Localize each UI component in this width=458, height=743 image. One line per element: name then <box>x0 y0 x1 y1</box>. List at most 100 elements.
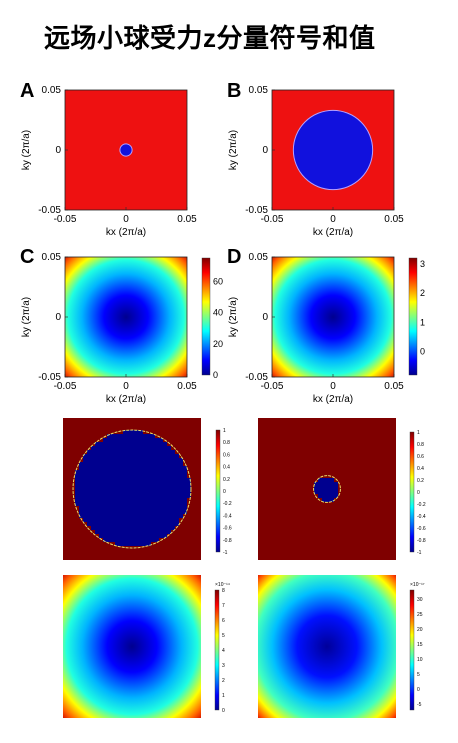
heatmap-cell <box>103 478 107 482</box>
heatmap-cell <box>135 474 139 478</box>
heatmap-cell <box>155 450 159 454</box>
heatmap-cell <box>107 498 111 502</box>
heatmap-cell <box>183 482 187 486</box>
heatmap-cell <box>131 518 135 522</box>
heatmap-cell <box>159 506 163 510</box>
heatmap-cell <box>99 474 103 478</box>
heatmap-cell <box>107 462 111 466</box>
heatmap-cell <box>179 502 183 506</box>
heatmap-cell <box>183 478 187 482</box>
heatmap-cell <box>171 514 175 518</box>
heatmap-cell <box>135 470 139 474</box>
heatmap-cell <box>151 490 155 494</box>
heatmap-cell <box>155 446 159 450</box>
heatmap-cell <box>155 454 159 458</box>
heatmap-cell <box>123 438 127 442</box>
heatmap-cell <box>171 482 175 486</box>
heatmap-cell <box>119 442 123 446</box>
heatmap-cell <box>123 526 127 530</box>
heatmap-cell <box>111 514 115 518</box>
heatmap-cell <box>322 478 326 482</box>
heatmap-cell <box>159 502 163 506</box>
heatmap-cell <box>95 522 99 526</box>
heatmap-cell <box>111 466 115 470</box>
x-tick-label: 0 <box>330 214 336 225</box>
heatmap-cell <box>183 498 187 502</box>
heatmap-cell <box>95 506 99 510</box>
heatmap-cell <box>107 506 111 510</box>
heatmap-cell <box>163 490 167 494</box>
heatmap-cell <box>322 482 326 486</box>
heatmap-cell <box>91 450 95 454</box>
heatmap-cell <box>95 470 99 474</box>
heatmap-cell <box>183 474 187 478</box>
heatmap-cell <box>119 446 123 450</box>
heatmap-cell <box>143 482 147 486</box>
heatmap-cell <box>115 490 119 494</box>
heatmap-cell <box>99 510 103 514</box>
heatmap-cell <box>183 486 187 490</box>
y-tick-label: 0.05 <box>42 252 62 263</box>
colorbar-tick-label: 10 <box>417 657 423 663</box>
heatmap-cell <box>119 526 123 530</box>
heatmap-cell <box>159 530 163 534</box>
heatmap-cell <box>330 482 334 486</box>
heatmap-cell <box>139 430 143 434</box>
heatmap-cell <box>155 438 159 442</box>
heatmap-cell <box>83 482 87 486</box>
heatmap-cell <box>171 462 175 466</box>
heatmap-cell <box>103 534 107 538</box>
heatmap-cell <box>159 446 163 450</box>
heatmap-cell <box>127 474 131 478</box>
heatmap-cell <box>83 458 87 462</box>
heatmap-cell <box>91 486 95 490</box>
heatmap-cell <box>111 478 115 482</box>
heatmap-cell <box>171 470 175 474</box>
heatmap-cell <box>131 470 135 474</box>
heatmap-cell <box>123 446 127 450</box>
heatmap-cell <box>107 526 111 530</box>
heatmap-cell <box>175 482 179 486</box>
heatmap-cell <box>123 502 127 506</box>
heatmap-cell <box>159 438 163 442</box>
colorbar-tick-label: 0.4 <box>223 465 230 471</box>
heatmap-cell <box>314 482 318 486</box>
heatmap-cell <box>334 486 338 490</box>
heatmap-cell <box>87 454 91 458</box>
colorbar-tick-label: -0.8 <box>417 538 426 544</box>
x-axis-label: kx (2π/a) <box>106 227 146 238</box>
heatmap-cell <box>107 434 111 438</box>
colorbar <box>409 589 415 711</box>
colorbar-tick-label: 0.8 <box>417 442 424 448</box>
heatmap-cell <box>131 430 135 434</box>
heatmap-cell <box>139 494 143 498</box>
heatmap-cell <box>119 486 123 490</box>
heatmap-cell <box>119 522 123 526</box>
heatmap-cell <box>111 522 115 526</box>
heatmap-cell <box>139 466 143 470</box>
heatmap-cell <box>123 494 127 498</box>
heatmap-cell <box>123 514 127 518</box>
heatmap-cell <box>115 514 119 518</box>
heatmap-cell <box>107 518 111 522</box>
heatmap-cell <box>127 434 131 438</box>
heatmap-cell <box>139 458 143 462</box>
heatmap-cell <box>179 466 183 470</box>
colorbar-tick-label: 0.6 <box>223 452 230 458</box>
heatmap-cell <box>119 498 123 502</box>
heatmap-cell <box>91 522 95 526</box>
y-tick-label: 0 <box>55 312 61 323</box>
heatmap-cell <box>163 518 167 522</box>
heatmap-cell <box>87 462 91 466</box>
heatmap-cell <box>171 466 175 470</box>
heatmap-cell <box>314 490 318 494</box>
heatmap-cell <box>87 466 91 470</box>
heatmap-cell <box>139 498 143 502</box>
colorbar-tick-label: -0.6 <box>223 526 232 532</box>
heatmap-cell <box>147 434 151 438</box>
heatmap-cell <box>135 430 139 434</box>
heatmap-cell <box>131 482 135 486</box>
heatmap-cell <box>159 450 163 454</box>
heatmap-cell <box>163 526 167 530</box>
heatmap-cell <box>127 482 131 486</box>
